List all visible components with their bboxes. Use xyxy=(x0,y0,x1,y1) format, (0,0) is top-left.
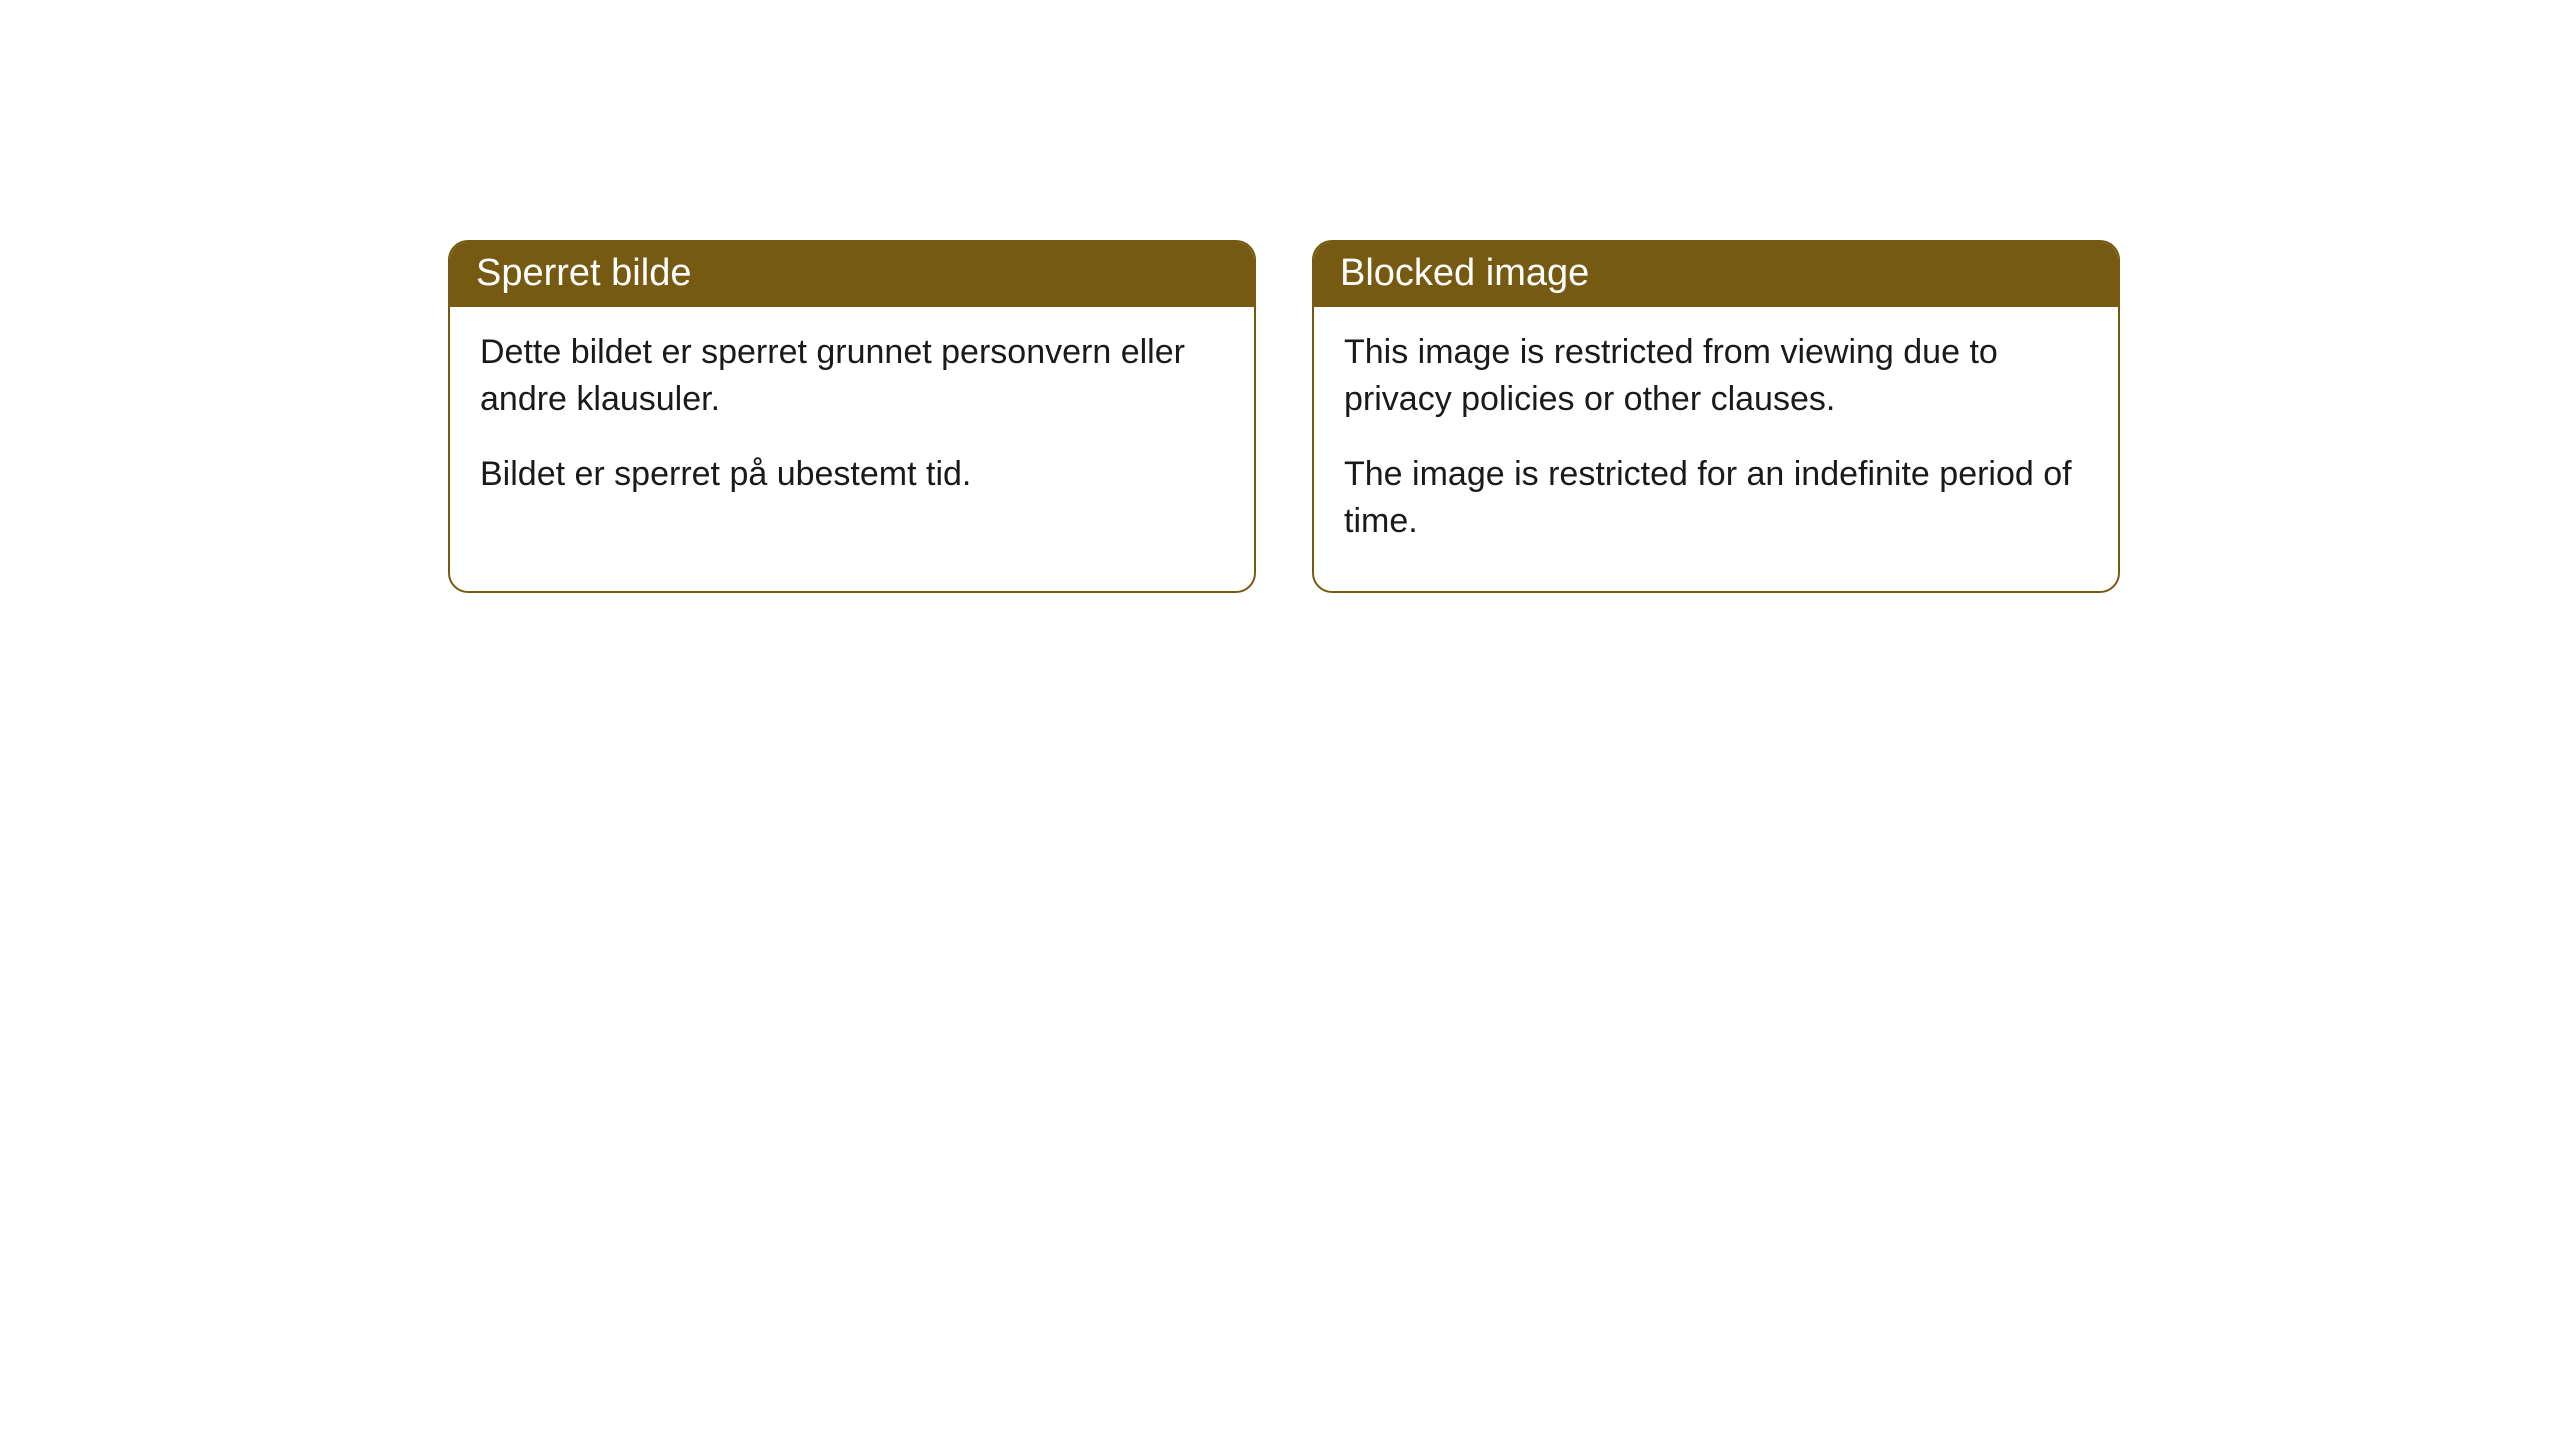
card-header: Sperret bilde xyxy=(450,242,1254,307)
card-paragraph: Dette bildet er sperret grunnet personve… xyxy=(480,329,1224,423)
card-title: Sperret bilde xyxy=(476,252,691,294)
card-body: This image is restricted from viewing du… xyxy=(1314,307,2118,591)
notice-cards-container: Sperret bilde Dette bildet er sperret gr… xyxy=(448,240,2120,593)
card-paragraph: This image is restricted from viewing du… xyxy=(1344,329,2088,423)
card-paragraph: The image is restricted for an indefinit… xyxy=(1344,451,2088,545)
notice-card-norwegian: Sperret bilde Dette bildet er sperret gr… xyxy=(448,240,1256,593)
card-title: Blocked image xyxy=(1340,252,1589,294)
card-body: Dette bildet er sperret grunnet personve… xyxy=(450,307,1254,544)
card-paragraph: Bildet er sperret på ubestemt tid. xyxy=(480,451,1224,498)
notice-card-english: Blocked image This image is restricted f… xyxy=(1312,240,2120,593)
card-header: Blocked image xyxy=(1314,242,2118,307)
